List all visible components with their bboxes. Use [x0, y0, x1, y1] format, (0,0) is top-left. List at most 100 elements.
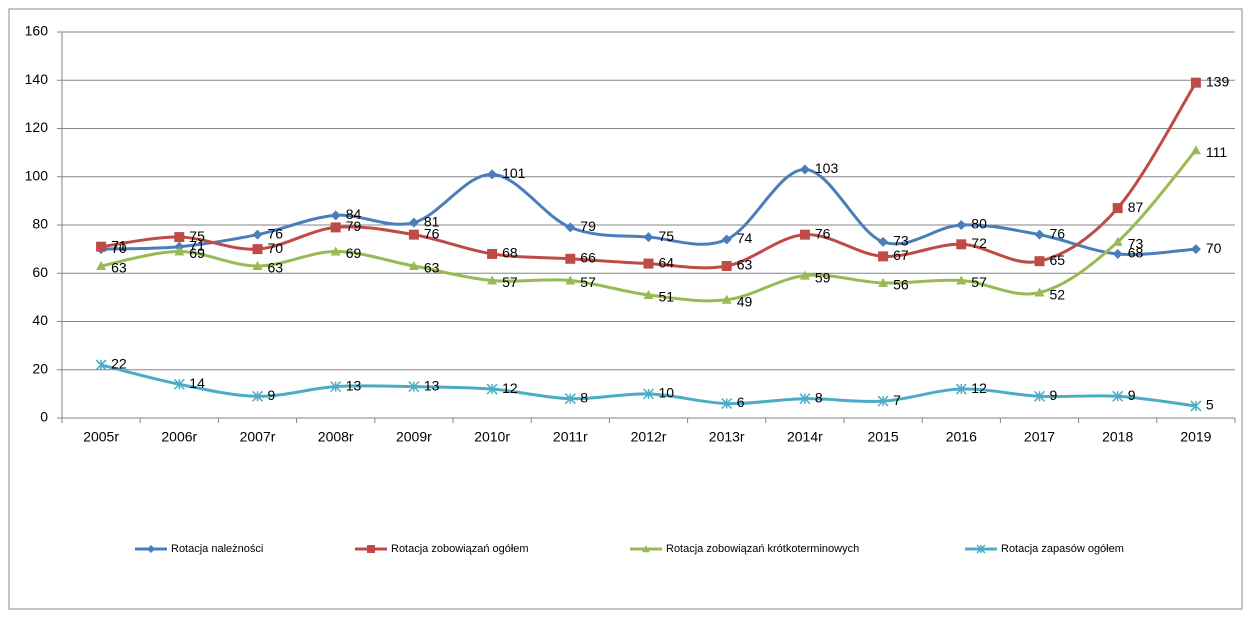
marker	[487, 169, 498, 180]
data-label: 71	[111, 237, 127, 253]
legend-item: Rotacja zapasów ogółem	[965, 543, 1124, 555]
data-label: 87	[1128, 199, 1144, 215]
x-tick-label: 2015	[868, 429, 899, 445]
data-label: 49	[737, 293, 753, 309]
marker	[147, 545, 155, 553]
x-tick-label: 2005r	[83, 429, 119, 445]
data-label: 73	[893, 233, 909, 249]
legend-label: Rotacja zobowiązań krótkoterminowych	[666, 543, 859, 555]
marker	[95, 359, 107, 371]
data-label: 70	[1206, 240, 1222, 256]
series-line	[100, 363, 1197, 408]
marker	[799, 229, 810, 240]
data-label: 6	[737, 394, 745, 410]
marker	[799, 393, 811, 405]
marker	[1112, 390, 1124, 402]
x-tick-label: 2018	[1102, 429, 1133, 445]
data-label: 56	[893, 277, 909, 293]
marker	[955, 383, 967, 395]
data-label: 103	[815, 160, 839, 176]
x-tick-label: 2019	[1180, 429, 1211, 445]
data-label: 68	[502, 245, 518, 261]
x-tick-label: 2016	[946, 429, 977, 445]
y-tick-label: 20	[32, 360, 48, 376]
data-label: 67	[893, 247, 909, 263]
marker	[643, 258, 654, 269]
x-tick-label: 2009r	[396, 429, 432, 445]
marker	[799, 164, 810, 175]
marker	[174, 232, 185, 243]
data-label: 63	[268, 260, 284, 276]
marker	[330, 381, 342, 393]
data-label: 76	[424, 225, 440, 241]
data-label: 14	[189, 375, 205, 391]
data-label: 76	[268, 225, 284, 241]
data-label: 72	[971, 235, 987, 251]
marker	[367, 545, 375, 553]
marker	[642, 388, 655, 400]
marker	[564, 393, 576, 405]
marker	[487, 275, 498, 285]
marker	[174, 246, 185, 256]
data-label: 73	[1128, 236, 1144, 252]
marker	[486, 383, 498, 395]
marker	[252, 229, 263, 240]
marker	[565, 222, 576, 233]
y-tick-label: 0	[40, 409, 48, 425]
y-tick-label: 120	[25, 119, 49, 135]
chart-border	[8, 8, 1243, 610]
data-label: 12	[502, 380, 518, 396]
data-label: 68	[1128, 245, 1144, 261]
x-tick-label: 2011r	[553, 429, 588, 445]
marker	[251, 390, 264, 402]
x-tick-label: 2017	[1024, 429, 1055, 445]
marker	[1034, 287, 1045, 297]
data-label: 8	[815, 389, 823, 405]
data-label: 69	[346, 245, 362, 261]
marker	[878, 277, 889, 287]
marker	[565, 275, 576, 285]
data-label: 66	[580, 249, 596, 265]
data-label: 74	[737, 230, 753, 246]
marker	[721, 294, 732, 304]
data-label: 80	[971, 216, 987, 232]
legend-label: Rotacja zapasów ogółem	[1001, 543, 1124, 555]
data-label: 79	[580, 218, 596, 234]
data-label: 57	[502, 274, 518, 290]
marker	[408, 229, 419, 240]
data-label: 63	[737, 257, 753, 273]
data-label: 52	[1050, 286, 1066, 302]
y-tick-label: 60	[32, 264, 48, 280]
data-label: 5	[1206, 397, 1214, 413]
data-label: 64	[659, 254, 675, 270]
x-tick-label: 2007r	[240, 429, 276, 445]
data-label: 51	[659, 289, 675, 305]
marker	[956, 239, 967, 250]
marker	[330, 246, 341, 256]
y-tick-label: 140	[25, 71, 49, 87]
marker	[330, 222, 341, 233]
data-label: 63	[424, 260, 440, 276]
data-label: 9	[1050, 387, 1058, 403]
legend-item: Rotacja zobowiązań ogółem	[355, 543, 529, 555]
marker	[487, 248, 498, 259]
data-label: 9	[1128, 387, 1136, 403]
marker	[1190, 145, 1201, 155]
data-label: 9	[268, 387, 276, 403]
legend-item: Rotacja zobowiązań krótkoterminowych	[630, 543, 859, 555]
data-label: 139	[1206, 73, 1230, 89]
marker	[173, 378, 185, 390]
x-tick-label: 2008r	[318, 429, 354, 445]
data-label: 7	[893, 392, 901, 408]
data-label: 57	[580, 274, 596, 290]
data-label: 13	[424, 377, 440, 393]
data-label: 81	[424, 213, 440, 229]
marker	[643, 232, 654, 243]
marker	[330, 210, 341, 221]
marker	[956, 275, 967, 285]
marker	[721, 261, 732, 272]
data-label: 70	[268, 240, 284, 256]
marker	[1190, 77, 1201, 88]
marker	[408, 217, 419, 228]
data-label: 75	[659, 228, 675, 244]
